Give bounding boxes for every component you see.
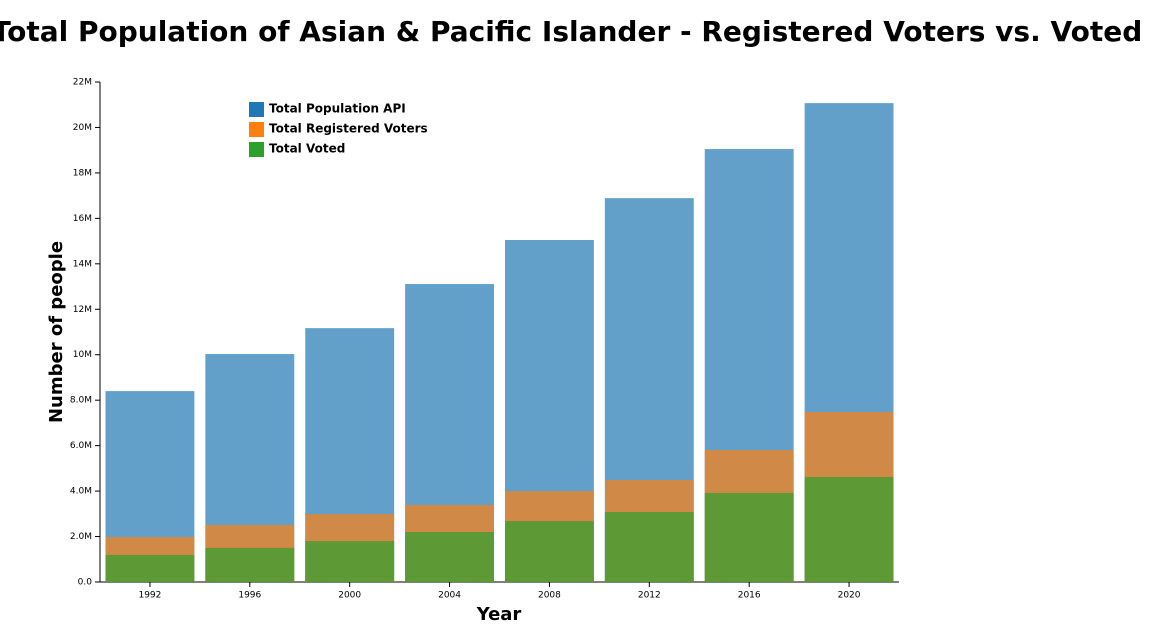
- y-tick-label: 12M: [73, 305, 92, 315]
- x-axis-title: Year: [476, 604, 522, 625]
- x-tick-label: 2020: [838, 591, 861, 601]
- x-tick-label: 2008: [538, 591, 561, 601]
- bar: [205, 547, 295, 582]
- y-tick-label: 20M: [73, 123, 92, 133]
- y-tick-label: 18M: [73, 168, 92, 178]
- x-tick-label: 2004: [438, 591, 461, 601]
- y-tick-label: 10M: [73, 350, 92, 360]
- y-tick-label: 2.0M: [70, 532, 92, 542]
- x-tick-label: 1996: [238, 591, 261, 601]
- bar: [105, 554, 195, 582]
- y-tick-label: 4.0M: [70, 487, 92, 497]
- y-tick-label: 16M: [73, 214, 92, 224]
- bar: [704, 492, 794, 582]
- bar: [504, 521, 594, 582]
- legend-text: Total Voted: [269, 142, 345, 156]
- x-tick-label: 2012: [638, 591, 661, 601]
- y-tick-label: 0.0: [78, 578, 93, 588]
- legend-text: Total Registered Voters: [269, 122, 428, 136]
- bar: [604, 512, 694, 582]
- bar: [804, 477, 894, 582]
- y-tick-label: 6.0M: [70, 441, 92, 451]
- chart-title: Total Population of Asian & Pacific Isla…: [0, 15, 1142, 48]
- y-tick-label: 22M: [73, 78, 92, 88]
- y-tick-label: 14M: [73, 259, 92, 269]
- legend-swatch: [249, 102, 264, 117]
- x-tick-label: 1992: [138, 591, 161, 601]
- legend-swatch: [249, 122, 264, 137]
- x-tick-label: 2016: [738, 591, 761, 601]
- bar: [405, 532, 495, 582]
- y-axis-title: Number of people: [46, 241, 67, 423]
- legend-text: Total Population API: [269, 102, 406, 116]
- x-tick-label: 2000: [338, 591, 361, 601]
- y-tick-label: 8.0M: [70, 396, 92, 406]
- legend-swatch: [249, 142, 264, 157]
- bar: [305, 541, 395, 582]
